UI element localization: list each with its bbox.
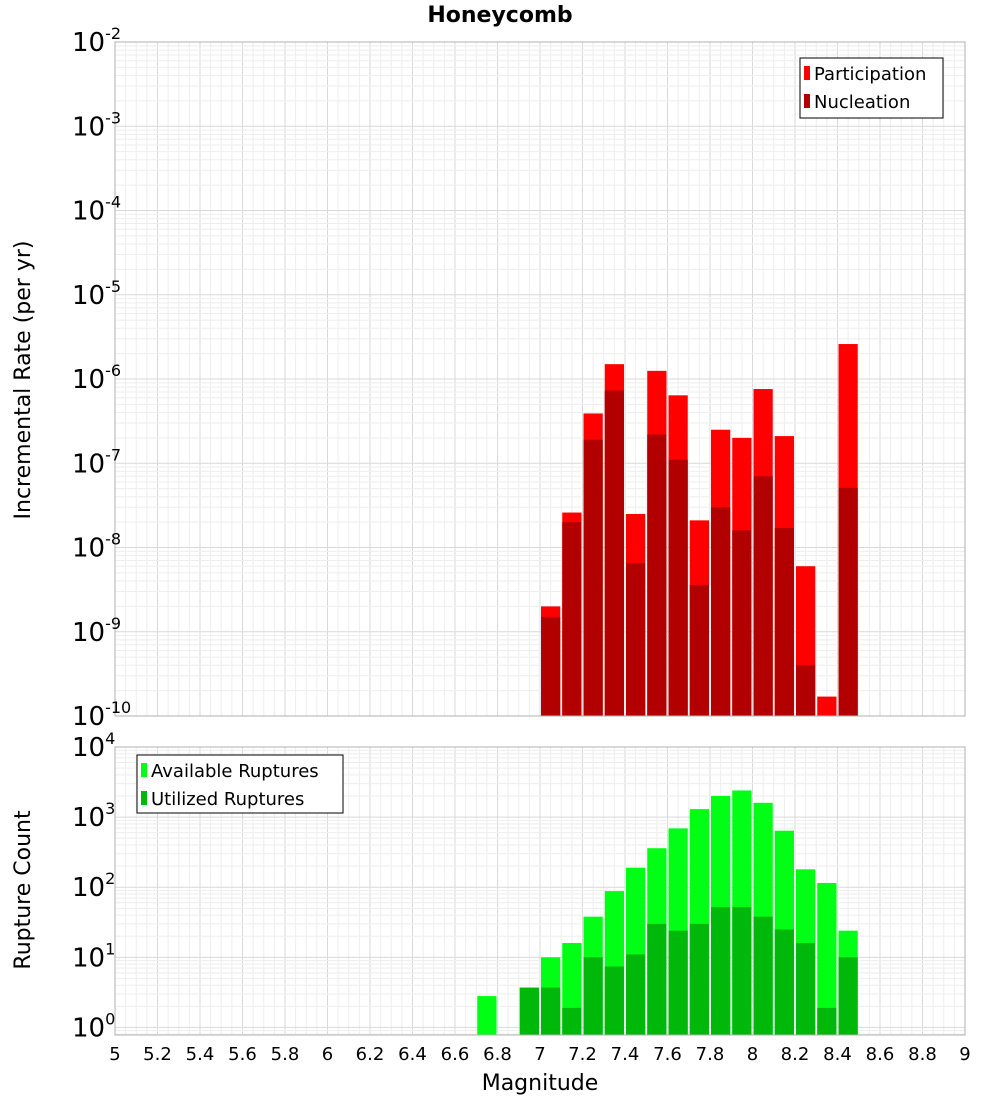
x-tick-label: 6.4 (398, 1044, 427, 1065)
x-tick-label: 6.6 (441, 1044, 470, 1065)
rate-bar-s2 (689, 584, 709, 716)
rate-bar-s2 (668, 459, 688, 716)
legend-label: Nucleation (814, 92, 910, 113)
rate-bar-s2 (604, 390, 624, 716)
y-tick-label: 104 (72, 729, 115, 763)
legend-label: Participation (814, 64, 926, 85)
x-tick-label: 8.4 (823, 1044, 852, 1065)
y-tick-label: 10-2 (72, 24, 121, 58)
incremental-rate-plot: 10-2 10-3 10-4 10-5 10-6 10-7 10-8 10-9 10-10 Inc… (11, 24, 966, 732)
rate-bar-s2 (796, 665, 816, 716)
y-tick-label: 10-3 (72, 108, 121, 142)
legend-box (799, 57, 944, 119)
rate-bar-s2 (774, 528, 794, 716)
y-tick-label: 100 (72, 1009, 115, 1043)
x-tick-label: 6.8 (483, 1044, 512, 1065)
y-tick-label: 10-5 (72, 277, 121, 311)
x-tick-label: 7.2 (568, 1044, 597, 1065)
count-bar-s1 (477, 996, 497, 1035)
count-bar-s2 (583, 957, 603, 1035)
x-tick-label: 5.6 (228, 1044, 257, 1065)
rate-bar-s2 (583, 439, 603, 716)
y-tick-label: 10-9 (72, 614, 121, 648)
y-tick-label: 101 (72, 939, 115, 973)
x-tick-label: 5.8 (271, 1044, 300, 1065)
x-tick-label: 8 (747, 1044, 758, 1065)
count-bar-s2 (817, 1007, 837, 1035)
count-bar-s2 (838, 957, 858, 1035)
x-tick-label: 7 (534, 1044, 545, 1065)
rate-bar-s2 (732, 530, 752, 716)
plot-frame (114, 41, 966, 717)
count-bar-s2 (711, 907, 731, 1035)
x-tick-label: 8.2 (781, 1044, 810, 1065)
legend-label: Utilized Ruptures (151, 789, 304, 810)
x-tick-label: 8.6 (866, 1044, 895, 1065)
y-axis-label: Rupture Count (11, 810, 36, 970)
x-tick-label: 8.8 (908, 1044, 937, 1065)
count-bar-s2 (541, 987, 561, 1035)
x-tick-label: 6.2 (356, 1044, 385, 1065)
legend-box (136, 754, 344, 814)
rate-bar-s2 (626, 563, 646, 716)
legend-swatch (141, 791, 147, 805)
x-tick-label: 7.4 (611, 1044, 640, 1065)
x-tick-label: 5 (109, 1044, 120, 1065)
count-bar-s2 (732, 907, 752, 1035)
rate-bar-s2 (541, 616, 561, 716)
y-axis-label: Incremental Rate (per yr) (11, 241, 36, 520)
count-bar-s2 (689, 923, 709, 1035)
count-bar-s2 (647, 923, 667, 1035)
legend-swatch (804, 66, 810, 80)
x-tick-label: 5.4 (186, 1044, 215, 1065)
count-bar-s2 (519, 987, 539, 1035)
y-tick-label: 10-10 (72, 698, 131, 732)
rate-bar-s1 (817, 696, 837, 716)
count-bar-s2 (774, 929, 794, 1035)
y-tick-label: 10-6 (72, 361, 121, 395)
y-tick-label: 10-8 (72, 530, 121, 564)
x-tick-label: 9 (959, 1044, 970, 1065)
y-tick-label: 102 (72, 869, 115, 903)
rate-bar-s2 (753, 476, 773, 716)
rate-bar-s2 (711, 507, 731, 716)
count-bar-s2 (562, 1007, 582, 1035)
rupture-count-plot: 104 103 102 101 100 Rupture Count Available Ru… (11, 729, 971, 1065)
rate-bar-s2 (647, 434, 667, 716)
x-tick-label: 5.2 (143, 1044, 172, 1065)
count-bar-s1 (817, 882, 837, 1035)
y-tick-label: 103 (72, 799, 115, 833)
y-tick-label: 10-7 (72, 445, 121, 479)
rate-bar-s2 (562, 522, 582, 716)
legend-swatch (804, 94, 810, 108)
x-tick-label: 7.8 (696, 1044, 725, 1065)
x-tick-label: 6 (322, 1044, 333, 1065)
count-bar-s2 (753, 916, 773, 1035)
legend-swatch (141, 763, 147, 777)
x-axis-label: Magnitude (482, 1071, 599, 1096)
x-tick-label: 7.6 (653, 1044, 682, 1065)
count-bar-s2 (604, 966, 624, 1035)
y-tick-label: 10-4 (72, 193, 121, 227)
rate-bar-s2 (838, 487, 858, 716)
count-bar-s2 (626, 954, 646, 1035)
legend-label: Available Ruptures (151, 761, 319, 782)
chart-title: Honeycomb (427, 3, 572, 28)
plot-frame (114, 746, 966, 1036)
count-bar-s2 (796, 943, 816, 1035)
count-bar-s2 (668, 930, 688, 1035)
